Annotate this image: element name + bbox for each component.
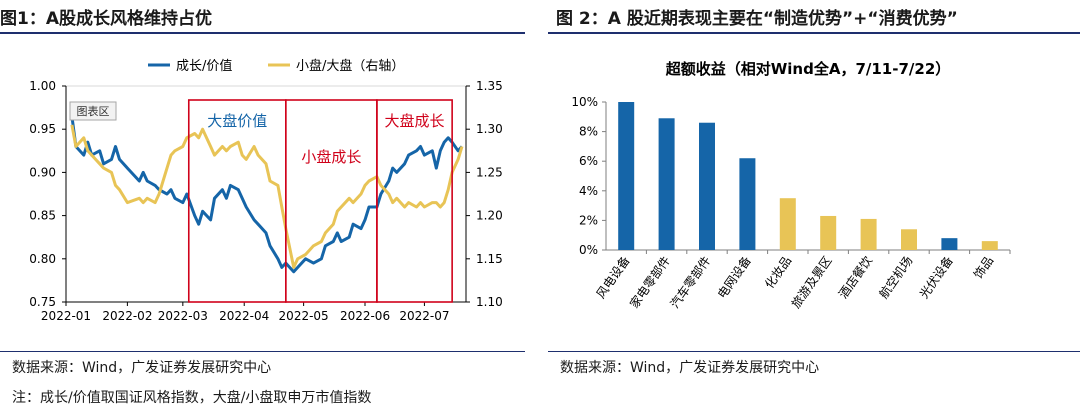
- right-source-rule: [548, 351, 1080, 352]
- bar: [658, 118, 675, 250]
- x-tick-label: 2022-06: [340, 309, 390, 323]
- right-y-tick-label: 1.25: [476, 165, 503, 179]
- left-y-tick-label: 0.80: [29, 252, 56, 266]
- left-y-tick-label: 0.75: [29, 295, 56, 309]
- left-source-note: 数据来源：Wind，广发证券发展研究中心: [12, 360, 272, 376]
- growth-value-line-chart: 0.75 0.80 0.85 0.90 0.95 1.00 1.10 1.15 1.20 1.25…: [29, 58, 503, 323]
- bar-category-label: 风电设备: [594, 254, 633, 301]
- x-tick-label: 2022-05: [279, 309, 329, 323]
- right-y-tick-label: 1.35: [476, 79, 503, 93]
- bar-category-label: 酒店餐饮: [835, 253, 875, 301]
- right-y-tick-label: 1.30: [476, 122, 503, 136]
- left-y-tick-label: 0.95: [29, 122, 56, 136]
- left-figure-title: 图1：A股成长风格维持占优: [0, 9, 212, 29]
- left-y-tick-label: 0.85: [29, 209, 56, 223]
- regime-box-label: 大盘成长: [385, 112, 445, 130]
- left-footnote: 注：成长/价值取国证风格指数，大盘/小盘取申万市值指数: [12, 390, 372, 406]
- regime-box: [285, 99, 378, 303]
- bar-y-tick-label: 6%: [579, 154, 598, 168]
- bar: [941, 238, 958, 250]
- right-figure-panel: 图 2：A 股近期表现主要在“制造优势”+“消费优势” 超额收益（相对Wind全…: [548, 0, 1080, 418]
- small-large-line: [70, 124, 464, 269]
- right-figure-title: 图 2：A 股近期表现主要在“制造优势”+“消费优势”: [556, 9, 958, 29]
- excess-return-bar-chart: 超额收益（相对Wind全A，7/11-7/22） 0% 2% 4% 6% 8% 10% 风电设…: [571, 60, 1011, 311]
- right-y-tick-label: 1.20: [476, 209, 503, 223]
- left-y-tick-label: 0.90: [29, 165, 56, 179]
- regime-box-label: 小盘成长: [301, 148, 361, 166]
- growth-value-line: [70, 116, 464, 274]
- bar-category-label: 光伏设备: [917, 254, 956, 301]
- bar: [618, 102, 635, 250]
- left-y-tick-label: 1.00: [29, 79, 56, 93]
- right-title-rule: [548, 32, 1080, 34]
- bar: [860, 218, 877, 250]
- bar: [981, 241, 998, 250]
- bar-category-label: 航空机场: [876, 253, 916, 301]
- bar: [739, 158, 756, 250]
- chart-area-tag: [69, 101, 117, 121]
- x-tick-label: 2022-07: [399, 309, 449, 323]
- regime-box: [376, 99, 453, 303]
- left-figure-panel: 图1：A股成长风格维持占优 0.75 0.80 0.85 0.90 0.95 1.00 1.…: [0, 0, 525, 418]
- left-source-rule: [0, 351, 525, 352]
- regime-box-label: 大盘价值: [207, 112, 267, 130]
- bar: [779, 198, 796, 250]
- bar-chart-title: 超额收益（相对Wind全A，7/11-7/22）: [665, 60, 951, 78]
- legend-label: 成长/价值: [176, 58, 232, 74]
- x-tick-label: 2022-02: [102, 309, 152, 323]
- bar: [820, 215, 837, 250]
- right-y-tick-label: 1.15: [476, 252, 503, 266]
- bar-y-tick-label: 8%: [579, 125, 598, 139]
- bar-category-label: 电网设备: [715, 254, 754, 301]
- bar: [901, 229, 917, 250]
- bar-category-label: 旅游及景区: [789, 254, 835, 311]
- bar-y-tick-label: 10%: [571, 95, 598, 109]
- bar-category-label: 家电零部件: [626, 253, 673, 311]
- bar-category-label: 化妆品: [762, 254, 794, 292]
- bar: [699, 122, 715, 250]
- bar-category-label: 汽车零部件: [667, 253, 714, 311]
- x-tick-label: 2022-03: [158, 309, 208, 323]
- bar-y-tick-label: 0%: [579, 243, 598, 257]
- chart-area-tag-label: 图表区: [77, 104, 110, 118]
- left-title-rule: [0, 32, 525, 34]
- bar-category-label: 饰品: [971, 254, 996, 282]
- bar-y-tick-label: 2%: [579, 213, 598, 227]
- legend-label: 小盘/大盘（右轴）: [296, 58, 404, 74]
- right-y-tick-label: 1.10: [476, 295, 503, 309]
- x-tick-label: 2022-01: [41, 309, 91, 323]
- right-source-note: 数据来源：Wind，广发证券发展研究中心: [560, 360, 820, 376]
- x-tick-label: 2022-04: [219, 309, 269, 323]
- bar-y-tick-label: 4%: [579, 184, 598, 198]
